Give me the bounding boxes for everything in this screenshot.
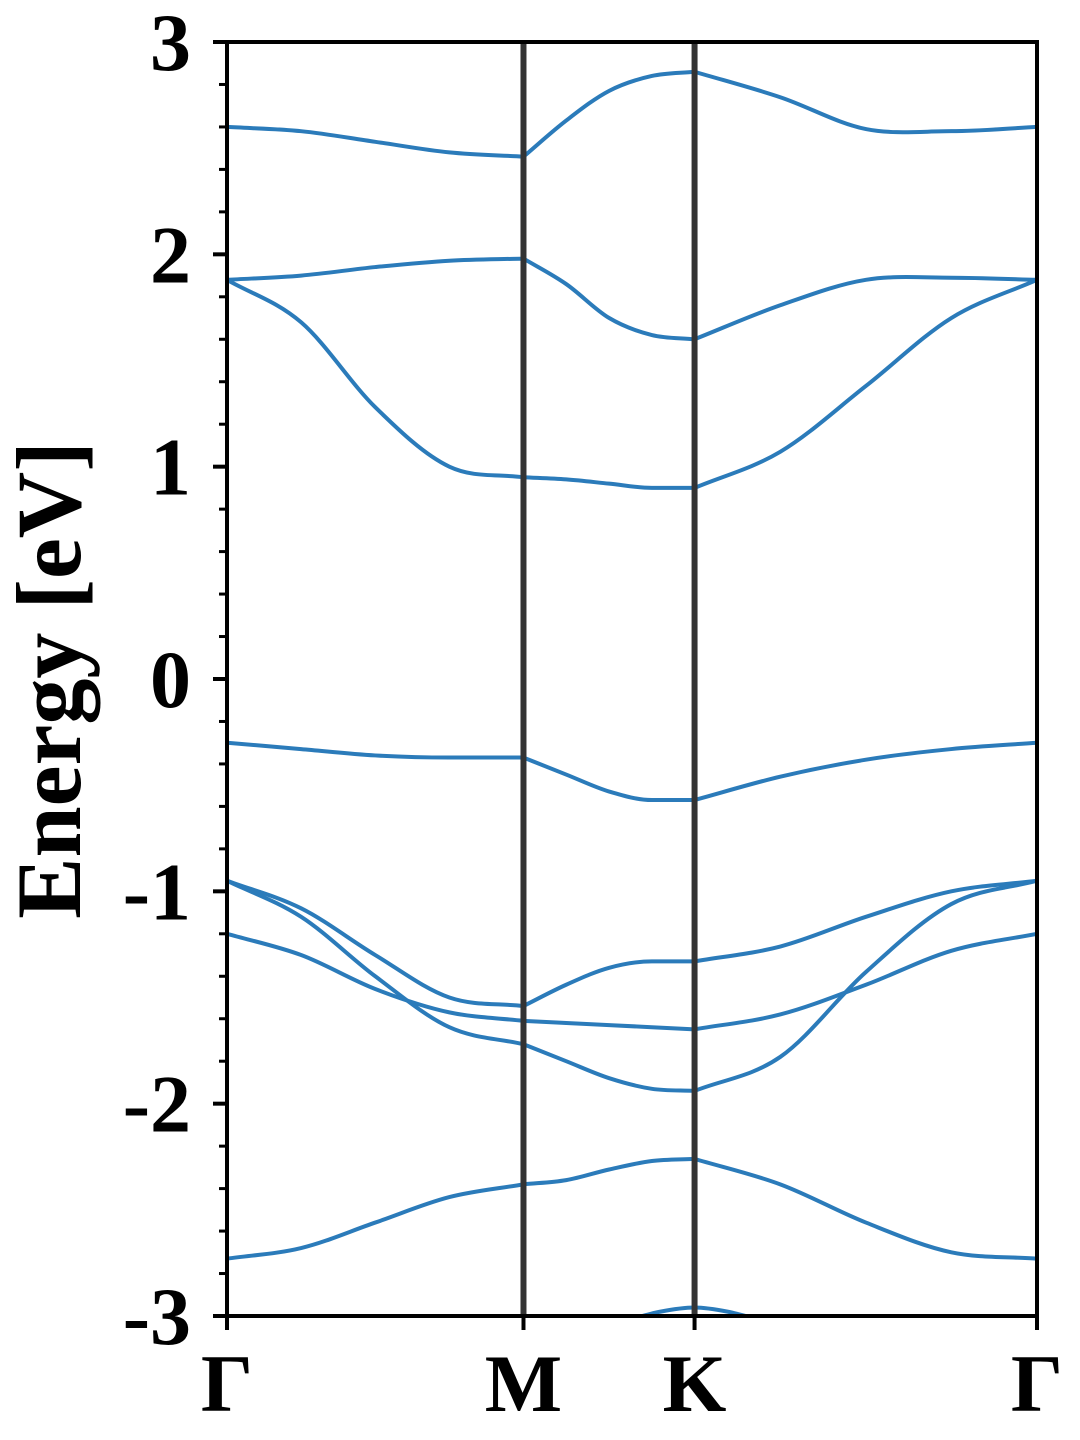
x-tick-label-Γ: Γ bbox=[1011, 1338, 1063, 1429]
band-segment-9 bbox=[692, 277, 1037, 490]
band-segment-2 bbox=[521, 69, 697, 159]
band-segment-23 bbox=[521, 1156, 697, 1187]
band-segment-5 bbox=[521, 256, 697, 342]
band-segment-21 bbox=[692, 931, 1037, 1032]
band-segment-22 bbox=[227, 1182, 526, 1261]
y-axis-label: Energy [eV] bbox=[0, 441, 100, 919]
y-tick-label: -3 bbox=[123, 1271, 191, 1362]
band-segment-10 bbox=[227, 740, 526, 760]
y-tick-label: -2 bbox=[123, 1059, 191, 1150]
y-tick-label: -1 bbox=[123, 846, 191, 937]
band-segment-11 bbox=[521, 755, 697, 803]
high-symmetry-lines bbox=[520, 42, 698, 1316]
y-axis-ticks: -3 -2 -1 0 1 2 3 bbox=[123, 0, 227, 1362]
band-segment-3 bbox=[692, 69, 1037, 135]
y-tick-label: 3 bbox=[150, 0, 191, 88]
band-segment-20 bbox=[521, 1018, 697, 1032]
x-tick-label-M: M bbox=[485, 1338, 562, 1429]
band-segment-1 bbox=[227, 124, 526, 159]
band-segment-12 bbox=[692, 740, 1037, 803]
x-tick-label-K: K bbox=[663, 1338, 727, 1429]
band-segment-14 bbox=[521, 959, 697, 1008]
plot-frame bbox=[225, 40, 1039, 1318]
band-segment-6 bbox=[692, 275, 1037, 342]
band-segment-16 bbox=[227, 878, 526, 1047]
band-segment-7 bbox=[227, 277, 526, 480]
band-segment-19 bbox=[227, 931, 526, 1023]
y-tick-label: 1 bbox=[150, 422, 191, 513]
band-segment-15 bbox=[692, 878, 1037, 964]
y-tick-label: 0 bbox=[150, 634, 191, 725]
x-tick-label-Γ: Γ bbox=[201, 1338, 253, 1429]
band-segment-13 bbox=[227, 878, 526, 1008]
band-segment-18 bbox=[692, 878, 1037, 1093]
band-lines bbox=[227, 69, 1037, 1316]
y-tick-label: 2 bbox=[150, 209, 191, 300]
band-segment-4 bbox=[227, 256, 526, 282]
band-segment-24 bbox=[692, 1156, 1037, 1261]
band-segment-8 bbox=[521, 475, 697, 490]
band-segment-17 bbox=[521, 1042, 697, 1093]
